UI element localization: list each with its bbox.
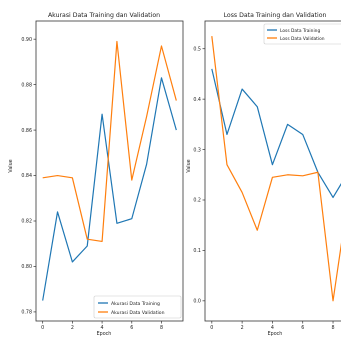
loss-xtick-label: 6 [301,325,304,331]
accuracy-xtick-label: 2 [71,325,74,331]
loss-chart-xlabel: Epoch [268,331,283,337]
accuracy-chart-ylabel: Value [8,159,14,172]
accuracy-legend-label-training: Akurasi Data Training [111,301,160,307]
loss-legend-box [263,23,341,45]
accuracy-ytick-label: 0.82 [21,219,32,225]
loss-legend-label-validation: Loss Data Validation [280,36,325,42]
accuracy-legend-box [93,295,182,319]
accuracy-ytick-label: 0.84 [21,173,32,179]
loss-chart-title: Loss Data Training dan Validation [224,12,327,19]
loss-ytick-label: 0.0 [193,299,201,305]
loss-chart-plot: 0 2 4 6 8 0.0 0.1 0.2 0.3 0.4 0.5 [193,36,341,331]
accuracy-series-training-line [42,77,177,301]
loss-chart-legend: Loss Data Training Loss Data Validation [263,23,341,45]
accuracy-ytick-label: 0.90 [21,37,32,43]
accuracy-ytick-label: 0.80 [21,264,32,270]
accuracy-xtick-label: 4 [101,325,104,331]
accuracy-xtick-label: 6 [130,325,133,331]
loss-ytick-label: 0.2 [193,198,201,204]
loss-chart-ylabel: Value [186,159,192,172]
loss-series-training-line [211,68,341,199]
accuracy-legend-label-validation: Akurasi Data Validation [111,310,165,316]
accuracy-xtick-label: 8 [160,325,163,331]
loss-chart-frame [204,20,341,322]
accuracy-chart-legend: Akurasi Data Training Akurasi Data Valid… [93,295,182,319]
accuracy-xtick-label: 0 [41,325,44,331]
loss-xtick-label: 4 [271,325,274,331]
accuracy-ytick-label: 0.86 [21,128,32,134]
loss-xtick-label: 2 [241,325,244,331]
loss-xtick-label: 8 [331,325,334,331]
loss-chart: Loss Data Training dan Validation Value … [186,12,341,337]
accuracy-chart-title: Akurasi Data Training dan Validation [48,12,160,19]
accuracy-ytick-label: 0.78 [21,310,32,316]
accuracy-ytick-label: 0.88 [21,82,32,88]
accuracy-chart-frame [35,20,184,322]
loss-legend-label-training: Loss Data Training [280,28,320,34]
accuracy-series-validation-line [42,40,177,243]
loss-xtick-label: 0 [210,325,213,331]
accuracy-chart: Akurasi Data Training dan Validation Val… [8,12,184,337]
loss-ytick-label: 0.5 [193,46,201,52]
loss-series-validation-line [211,36,341,302]
loss-ytick-label: 0.4 [193,97,201,103]
accuracy-chart-plot: 0 2 4 6 8 0.78 0.80 0.82 0.84 0.86 0.88 0.90 [21,37,177,331]
loss-ytick-label: 0.1 [193,248,201,254]
loss-ytick-label: 0.3 [193,147,201,153]
accuracy-chart-xlabel: Epoch [97,331,112,337]
